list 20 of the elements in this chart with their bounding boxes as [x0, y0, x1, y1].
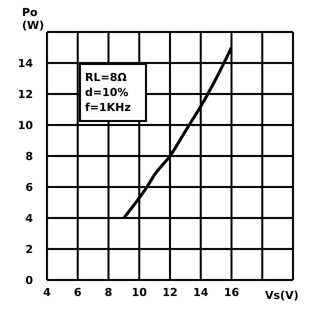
annotation: f=1KHz [85, 100, 132, 115]
x-tick-label: 16 [224, 286, 240, 299]
x-tick-label: 8 [104, 286, 112, 299]
x-tick-label: 10 [132, 286, 148, 299]
x-tick-label: 4 [43, 286, 52, 299]
y-tick-label: 10 [18, 118, 34, 132]
y-tick-label: 12 [18, 88, 33, 101]
y-axis-title: Po (W) [22, 6, 46, 32]
annotation: d=10% [85, 85, 130, 100]
y-tick-label: 0 [25, 274, 34, 287]
x-tick-label: 6 [74, 286, 82, 299]
x-tick-label: 12 [162, 286, 178, 299]
y-tick-label: 14 [18, 56, 34, 70]
y-tick-label: 2 [25, 242, 33, 256]
x-tick-label: 14 [193, 286, 209, 299]
x-axis-title: Vs(V) [265, 289, 299, 302]
annotation: RL=8Ω [85, 70, 128, 85]
y-tick-label: 6 [25, 180, 34, 194]
y-tick-label: 8 [25, 150, 33, 163]
y-tick-label: 4 [25, 212, 34, 225]
